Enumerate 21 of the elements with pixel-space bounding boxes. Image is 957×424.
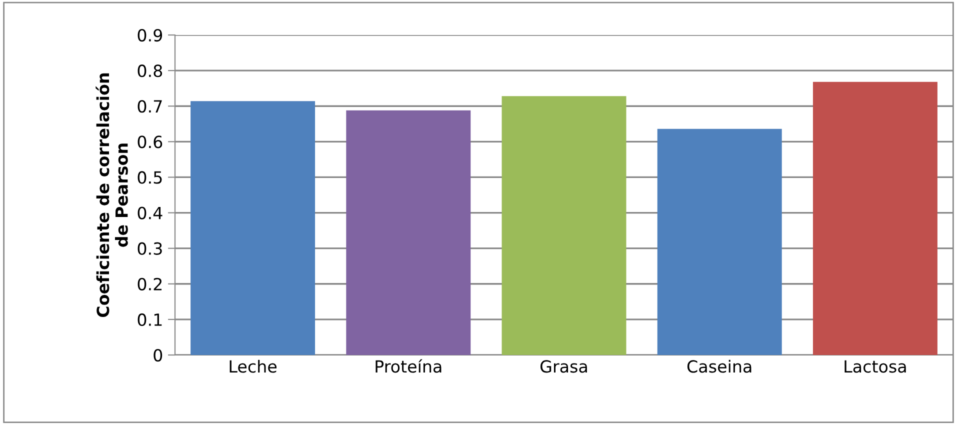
x-tick-label: Lactosa: [844, 360, 906, 373]
y-tick-label: 0.6: [138, 136, 162, 148]
bar: [346, 110, 471, 355]
y-axis-title: Coeficiente de correlación de Pearson: [96, 73, 128, 318]
bar: [657, 128, 782, 355]
x-tick-label: Caseina: [687, 360, 752, 373]
y-tick-label: 0.7: [138, 100, 162, 113]
y-tick-label: 0.2: [138, 278, 162, 290]
y-tick-label: 0.8: [138, 64, 162, 78]
y-tick-label: 0.5: [138, 171, 162, 184]
y-tick-label: 0.3: [138, 242, 162, 255]
y-tick-label: 0.4: [138, 206, 162, 220]
bar: [190, 101, 316, 355]
y-tick-label: 0.9: [138, 28, 162, 42]
x-tick-label: Leche: [230, 360, 277, 373]
y-tick-label: 0: [154, 348, 162, 362]
x-tick-label: Grasa: [540, 360, 587, 373]
bar: [502, 96, 626, 355]
x-tick-label: Proteína: [376, 359, 442, 373]
y-tick-label: 0.1: [138, 313, 162, 326]
bar: [812, 82, 938, 355]
